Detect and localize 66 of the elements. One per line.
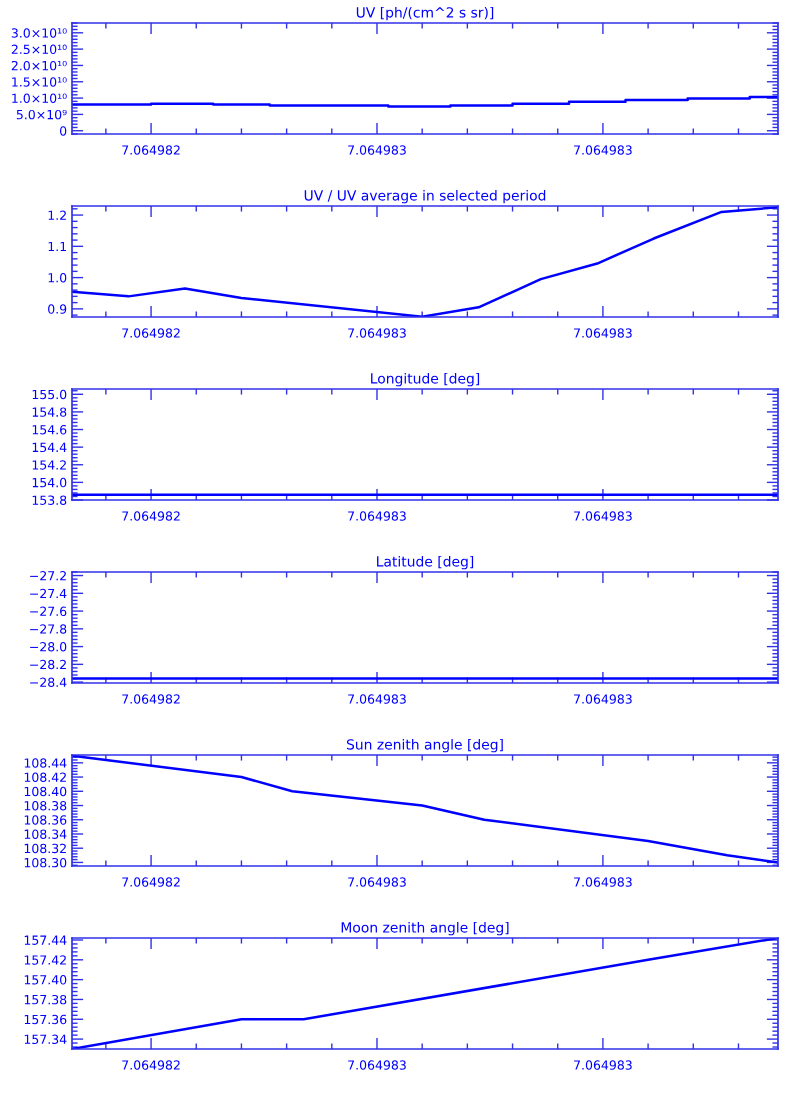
y-tick-label: 108.42	[24, 772, 66, 782]
x-tick-label: 7.064983	[574, 328, 632, 338]
y-tick-label: 157.38	[24, 994, 67, 1005]
line-series	[72, 206, 778, 317]
y-tick-label: 108.38	[24, 800, 67, 811]
chart-title: Longitude [deg]	[371, 372, 480, 387]
x-tick-label: 7.064983	[348, 694, 406, 704]
y-tick-label: 1.5×10¹⁰	[12, 77, 67, 87]
y-tick-label: 157.34	[24, 1034, 67, 1045]
y-tick-label: 108.32	[24, 843, 66, 854]
y-tick-label: 1.2	[48, 210, 66, 220]
line-series	[72, 755, 778, 864]
chart-title: UV / UV average in selected period	[304, 189, 546, 204]
y-tick-label: 108.40	[24, 786, 67, 797]
y-tick-label: 153.8	[32, 495, 67, 505]
y-tick-label: −27.8	[30, 624, 67, 634]
y-tick-label: 154.8	[32, 407, 67, 417]
y-tick-label: 2.5×10¹⁰	[11, 44, 67, 55]
x-tick-label: 7.064982	[122, 1060, 180, 1070]
x-tick-label: 7.064983	[348, 328, 406, 338]
y-tick-label: −28.0	[30, 642, 67, 652]
y-tick-label: 154.2	[32, 460, 66, 470]
x-tick-label: 7.064983	[348, 1060, 406, 1070]
x-tick-label: 7.064983	[574, 145, 632, 155]
x-tick-label: 7.064983	[574, 1060, 632, 1070]
y-tick-label: 0	[60, 126, 67, 136]
y-tick-label: 5.0×10⁹	[16, 109, 67, 120]
chart-title: UV [ph/(cm^2 s sr)]	[356, 6, 494, 21]
y-tick-label: 108.36	[24, 815, 67, 825]
y-tick-label: 155.0	[32, 389, 67, 400]
x-tick-label: 7.064983	[574, 511, 632, 521]
y-tick-label: −27.6	[30, 606, 67, 616]
x-tick-label: 7.064982	[122, 328, 180, 338]
x-tick-label: 7.064983	[348, 145, 406, 155]
y-tick-label: 1.1	[48, 241, 66, 252]
x-tick-label: 7.064983	[348, 511, 406, 521]
x-tick-label: 7.064982	[122, 145, 180, 155]
y-tick-label: −27.4	[30, 588, 67, 599]
y-tick-label: 3.0×10¹⁰	[11, 28, 67, 38]
x-tick-label: 7.064983	[574, 877, 632, 887]
y-tick-label: 108.44	[24, 758, 67, 768]
chart-title: Latitude [deg]	[377, 555, 474, 570]
x-tick-label: 7.064982	[122, 877, 180, 887]
chart-title: Moon zenith angle [deg]	[341, 921, 509, 936]
y-tick-label: 157.36	[24, 1014, 67, 1025]
y-tick-label: 0.9	[48, 304, 67, 314]
y-tick-label: 108.30	[24, 857, 67, 868]
y-tick-label: −28.2	[30, 659, 66, 670]
line-series	[72, 938, 778, 1049]
y-tick-label: 1.0	[48, 273, 67, 283]
chart-title: Sun zenith angle [deg]	[346, 738, 503, 753]
x-tick-label: 7.064983	[348, 877, 406, 887]
y-tick-label: 154.6	[32, 425, 67, 435]
y-tick-label: 2.0×10¹⁰	[11, 60, 67, 71]
y-tick-label: −27.2	[30, 571, 66, 581]
y-tick-label: 154.0	[32, 477, 67, 488]
y-tick-label: 154.4	[32, 442, 67, 453]
y-tick-label: 157.42	[24, 955, 66, 965]
x-tick-label: 7.064983	[574, 694, 632, 704]
x-tick-label: 7.064982	[122, 511, 180, 521]
y-tick-label: 108.34	[24, 829, 67, 839]
y-tick-label: 157.40	[24, 975, 67, 985]
y-tick-label: 1.0×10¹⁰	[12, 93, 67, 104]
y-tick-label: −28.4	[30, 677, 67, 688]
y-tick-label: 157.44	[24, 935, 67, 945]
x-tick-label: 7.064982	[122, 694, 180, 704]
